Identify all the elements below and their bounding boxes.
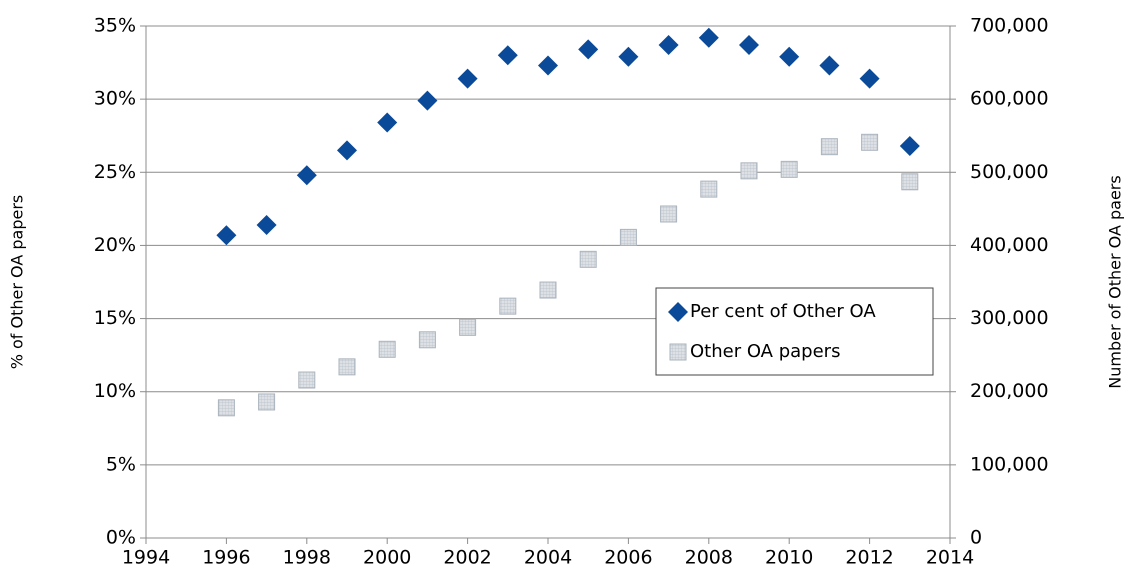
square-marker <box>378 340 396 358</box>
x-tick-label: 2004 <box>524 547 572 569</box>
square-marker <box>338 358 356 376</box>
y2-tick-label: 400,000 <box>970 234 1049 256</box>
x-tick-label: 2014 <box>926 547 974 569</box>
y-axis-title: % of Other OA papers <box>8 195 27 370</box>
square-marker <box>298 371 316 389</box>
y2-tick-label: 200,000 <box>970 380 1049 402</box>
diamond-marker <box>497 45 518 66</box>
x-tick-label: 2010 <box>765 547 813 569</box>
y2-axis-title: Number of Other OA paers <box>1106 175 1125 388</box>
x-tick-label: 1996 <box>202 547 250 569</box>
y-tick-label: 35% <box>94 15 136 37</box>
square-marker <box>459 318 477 336</box>
square-marker <box>217 399 235 417</box>
y-tick-label: 10% <box>94 380 136 402</box>
square-marker <box>660 205 678 223</box>
diamond-marker <box>859 68 880 89</box>
diamond-marker <box>899 135 920 156</box>
y-tick-label: 5% <box>106 453 136 475</box>
diamond-marker <box>779 46 800 67</box>
square-marker <box>258 393 276 411</box>
diamond-marker <box>538 55 558 76</box>
diamond-marker <box>296 165 317 186</box>
y2-tick-label: 100,000 <box>970 453 1049 475</box>
diamond-marker <box>417 90 438 111</box>
square-marker <box>700 180 718 198</box>
x-tick-label: 2008 <box>685 547 733 569</box>
x-tick-label: 2006 <box>604 547 652 569</box>
square-marker <box>499 297 517 315</box>
square-marker <box>861 133 879 151</box>
square-marker <box>740 162 758 180</box>
diamond-marker <box>216 225 237 246</box>
diamond-marker <box>256 214 277 235</box>
legend-marker <box>668 302 688 322</box>
legend-label: Other OA papers <box>690 341 840 362</box>
diamond-marker <box>618 46 639 67</box>
y2-tick-label: 0 <box>970 527 982 549</box>
y2-tick-label: 700,000 <box>970 15 1049 37</box>
y-tick-label: 0% <box>106 527 136 549</box>
diamond-marker <box>698 27 719 48</box>
square-marker <box>619 228 637 246</box>
y2-tick-label: 600,000 <box>970 88 1049 110</box>
legend-marker <box>669 343 687 361</box>
square-marker <box>418 331 436 349</box>
diamond-marker <box>578 39 599 60</box>
y2-tick-label: 300,000 <box>970 307 1049 329</box>
diamond-marker <box>819 55 840 76</box>
y-tick-label: 25% <box>94 161 136 183</box>
y2-tick-label: 500,000 <box>970 161 1049 183</box>
x-tick-label: 2000 <box>363 547 411 569</box>
y-tick-label: 20% <box>94 234 136 256</box>
x-tick-label: 1998 <box>283 547 331 569</box>
square-marker <box>579 250 597 268</box>
diamond-marker <box>457 68 478 89</box>
legend-box <box>655 287 934 376</box>
diamond-marker <box>739 35 759 56</box>
y-tick-label: 15% <box>94 307 136 329</box>
diamond-marker <box>337 140 357 161</box>
square-marker <box>901 173 919 191</box>
square-marker <box>539 281 557 299</box>
y-tick-label: 30% <box>94 88 136 110</box>
x-tick-label: 2002 <box>443 547 491 569</box>
x-tick-label: 1994 <box>122 547 170 569</box>
square-marker <box>780 160 798 178</box>
x-tick-label: 2012 <box>845 547 893 569</box>
square-marker <box>820 138 838 156</box>
legend-label: Per cent of Other OA <box>690 301 876 322</box>
diamond-marker <box>658 35 679 56</box>
diamond-marker <box>377 112 398 133</box>
